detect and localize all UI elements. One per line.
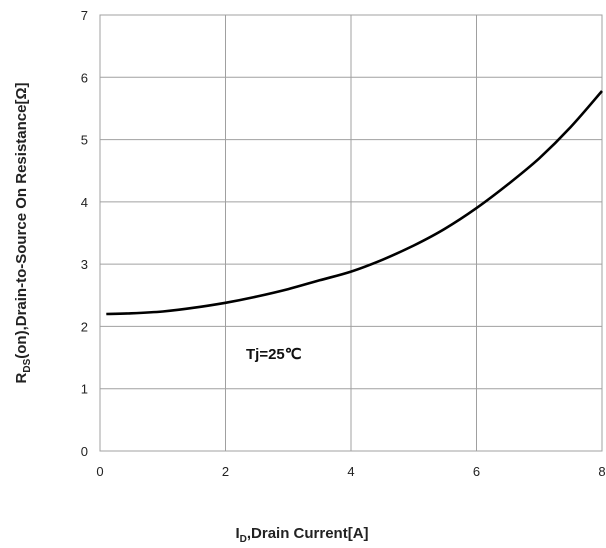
x-tick-label: 2	[222, 464, 229, 479]
y-tick-label: 1	[81, 382, 88, 397]
y-tick-label: 4	[81, 195, 88, 210]
y-tick-label: 7	[81, 8, 88, 23]
x-axis-title-main: I	[235, 525, 239, 542]
x-axis-title-subscript: D	[240, 534, 247, 545]
y-tick-label: 3	[81, 257, 88, 272]
y-axis-title-subscript: DS	[22, 358, 33, 372]
y-tick-labels: 0 1 2 3 4 5 6 7	[81, 8, 88, 459]
y-tick-label: 5	[81, 133, 88, 148]
y-axis-title-main: R	[13, 372, 30, 383]
grid	[100, 15, 602, 451]
series-line	[106, 90, 603, 316]
x-axis-title: ID,Drain Current[A]	[235, 525, 368, 545]
annotation: Tj=25℃	[246, 346, 302, 363]
x-tick-label: 0	[96, 464, 103, 479]
x-tick-label: 8	[598, 464, 605, 479]
y-tick-label: 2	[81, 319, 88, 334]
x-tick-labels: 0 2 4 6 8	[96, 464, 605, 479]
y-tick-label: 6	[81, 70, 88, 85]
y-tick-label: 0	[81, 444, 88, 459]
y-axis-title: RDS(on),Drain-to-Source On Resistance[Ω]	[13, 83, 33, 384]
x-tick-label: 6	[473, 464, 480, 479]
x-axis-title-rest: ,Drain Current[A]	[247, 525, 369, 542]
y-axis-title-rest: (on),Drain-to-Source On Resistance[Ω]	[13, 83, 30, 359]
x-tick-label: 4	[347, 464, 354, 479]
